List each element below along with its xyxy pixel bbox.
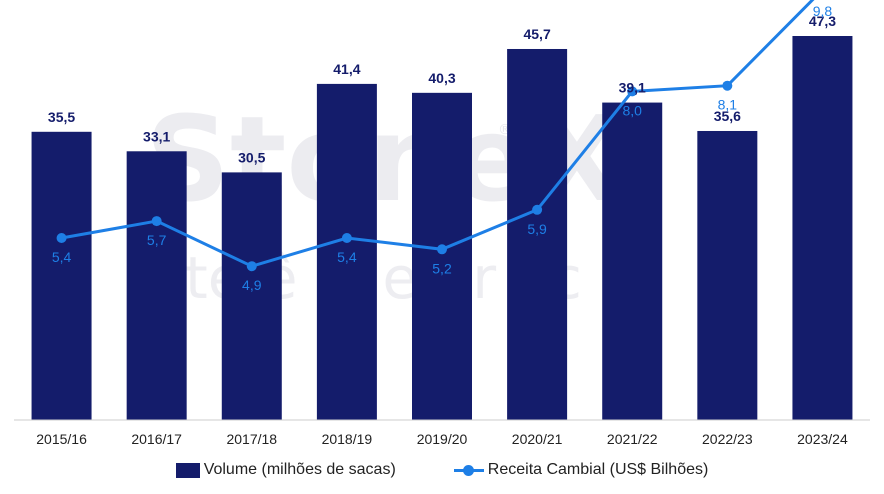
x-tick-label: 2015/16 [36, 431, 87, 447]
bars-layer [31, 36, 853, 421]
bar-value-label: 40,3 [428, 70, 455, 86]
legend-bar-swatch [175, 462, 200, 478]
revenue-point [437, 244, 447, 255]
bar-value-label: 35,5 [48, 109, 75, 125]
revenue-point [56, 233, 67, 243]
bar-2018/19 [316, 83, 377, 420]
revenue-value-label: 5,4 [52, 249, 72, 265]
revenue-value-label: 5,4 [337, 249, 357, 265]
revenue-value-label: 5,2 [432, 260, 452, 276]
x-tick-label: 2020/21 [512, 431, 563, 447]
x-tick-label: 2017/18 [226, 431, 277, 447]
bar-2016/17 [126, 151, 187, 420]
revenue-value-label: 8,0 [622, 102, 642, 118]
legend-label-receita: Receita Cambial (US$ Bilhões) [487, 461, 709, 478]
revenue-value-label: 8,1 [718, 97, 738, 113]
bar-value-label: 33,1 [143, 128, 170, 144]
bar-value-label: 35,6 [714, 108, 741, 124]
x-tick-label: 2021/22 [607, 431, 658, 447]
revenue-value-label: 5,7 [147, 232, 167, 248]
x-tick-label: 2018/19 [322, 431, 373, 447]
bar-2022/23 [697, 130, 758, 420]
bar-2020/21 [507, 48, 568, 420]
bar-value-label: 39,1 [619, 80, 646, 96]
legend-line-swatch [453, 463, 484, 477]
revenue-point [341, 233, 352, 243]
x-tick-label: 2022/23 [702, 431, 753, 447]
revenue-point [151, 216, 162, 227]
legend-label-volume: Volume (milhões de sacas) [203, 461, 396, 478]
revenue-point [246, 261, 257, 272]
legend-item-receita: Receita Cambial (US$ Bilhões) [453, 461, 709, 479]
revenue-value-label: 4,9 [242, 277, 262, 293]
bar-value-label: 45,7 [523, 26, 550, 42]
legend-item-volume: Volume (milhões de sacas) [175, 461, 396, 479]
bar-2015/16 [31, 131, 92, 420]
bar-2019/20 [412, 92, 472, 421]
labels-layer: 35,5 2015/16 33,1 2016/17 30,5 2017/18 41,4 201… [36, 3, 848, 447]
bar-2021/22 [602, 102, 663, 420]
bar-value-label: 30,5 [238, 149, 265, 165]
legend: Volume (milhões de sacas) Receita Cambia… [0, 455, 884, 485]
x-tick-label: 2016/17 [131, 431, 182, 447]
revenue-value-label: 9,8 [813, 3, 833, 19]
x-tick-label: 2023/24 [797, 431, 848, 447]
bar-2017/18 [221, 172, 282, 420]
bar-value-label: 47,3 [809, 13, 836, 29]
revenue-point [532, 204, 543, 215]
revenue-value-label: 5,9 [527, 221, 547, 237]
line-layer [56, 0, 815, 272]
bar-value-label: 41,4 [333, 61, 360, 77]
bar-2023/24 [792, 36, 853, 420]
x-tick-label: 2019/20 [417, 431, 468, 447]
revenue-point [627, 86, 638, 97]
revenue-point [722, 80, 733, 91]
